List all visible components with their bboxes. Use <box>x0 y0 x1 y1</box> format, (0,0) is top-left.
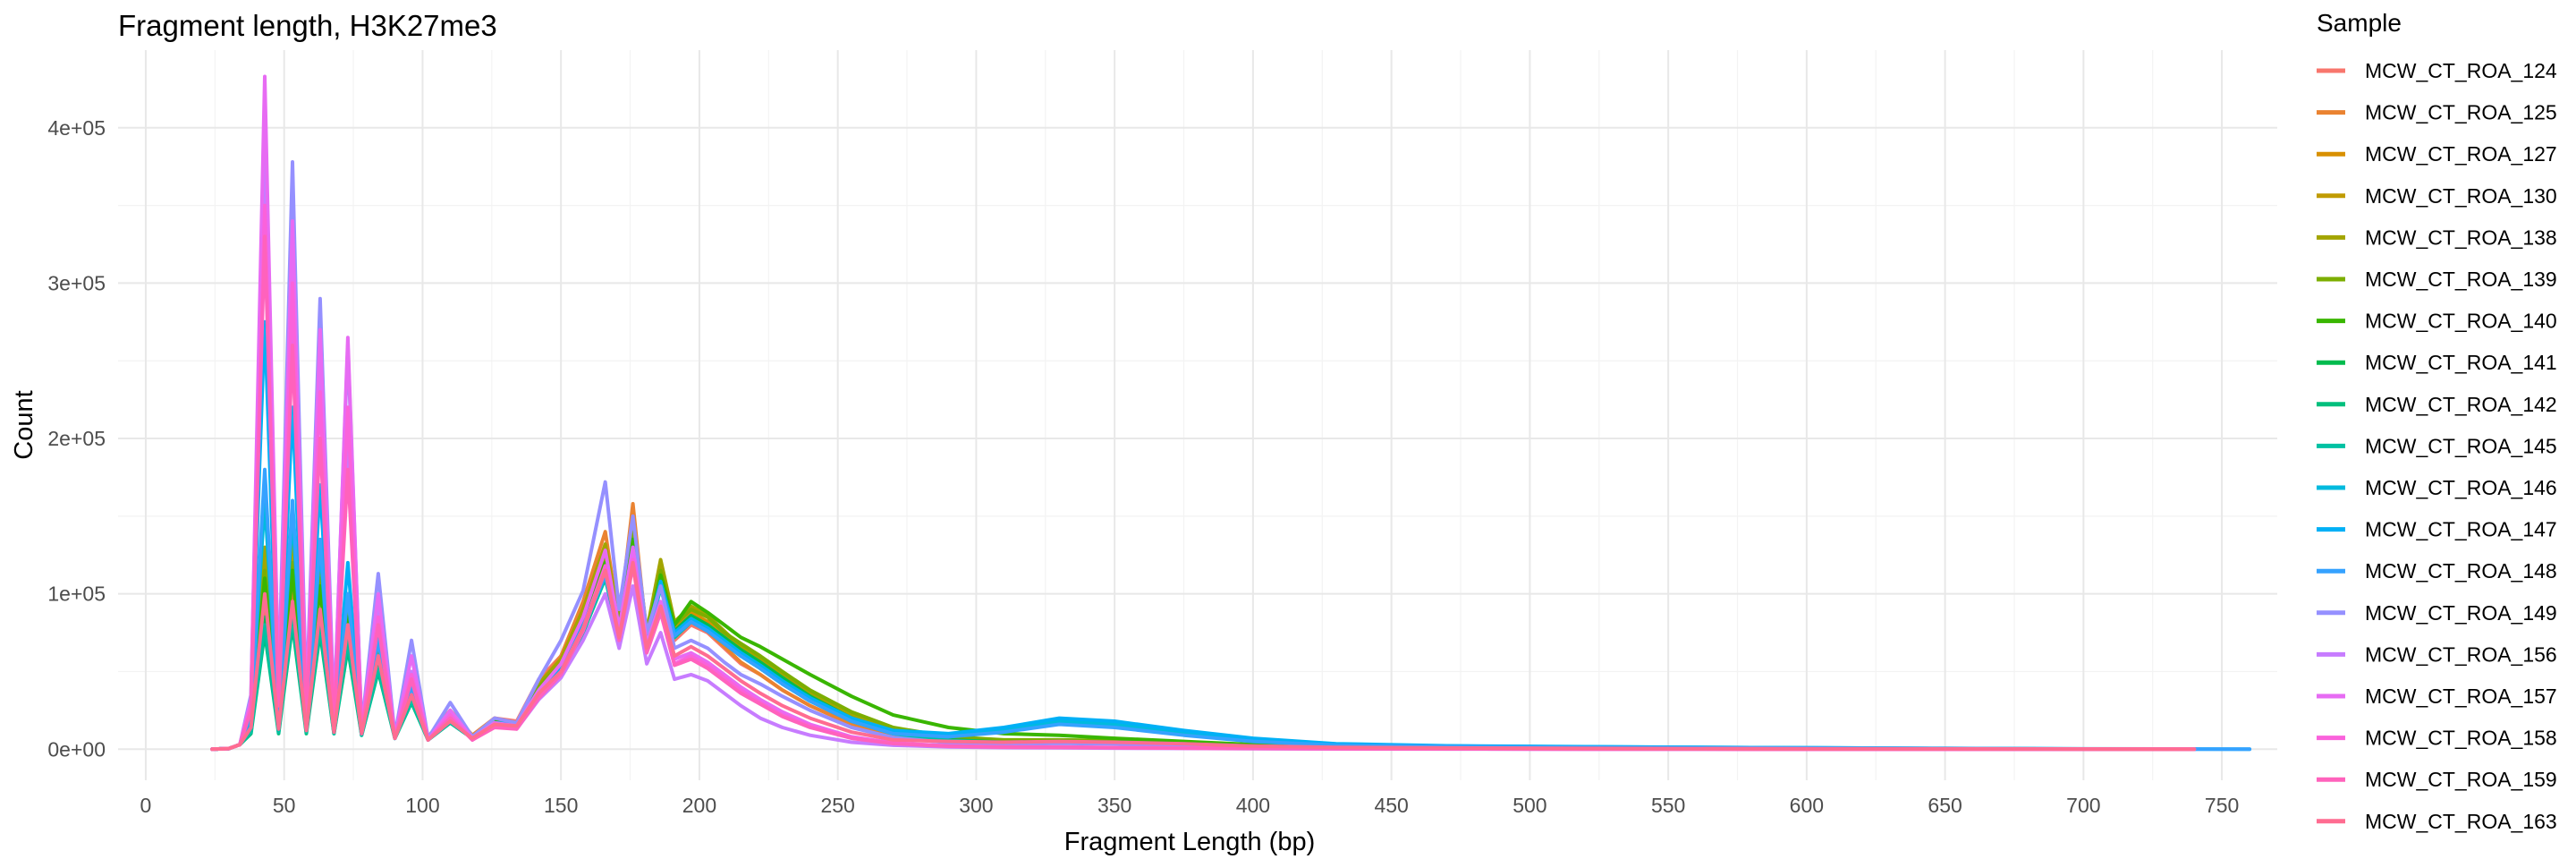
legend-label: MCW_CT_ROA_149 <box>2365 601 2557 625</box>
legend-title: Sample <box>2317 9 2402 37</box>
series-line-MCW_CT_ROA_125 <box>210 502 2197 752</box>
legend-label: MCW_CT_ROA_138 <box>2365 225 2557 249</box>
legend-label: MCW_CT_ROA_142 <box>2365 393 2557 416</box>
legend-label: MCW_CT_ROA_148 <box>2365 559 2557 583</box>
x-tick-label: 600 <box>1790 794 1824 817</box>
x-tick-label: 250 <box>820 794 854 817</box>
legend-items: MCW_CT_ROA_124 MCW_CT_ROA_125 MCW_CT_ROA_1… <box>2317 59 2557 833</box>
legend-label: MCW_CT_ROA_147 <box>2365 518 2557 541</box>
x-tick-label: 700 <box>2066 794 2100 817</box>
legend-label: MCW_CT_ROA_139 <box>2365 268 2557 291</box>
legend-label: MCW_CT_ROA_163 <box>2365 810 2557 833</box>
series-line-MCW_CT_ROA_139 <box>210 530 2197 752</box>
series-line-MCW_CT_ROA_130 <box>210 522 2197 752</box>
y-tick-label: 4e+05 <box>47 116 106 140</box>
series-line-MCW_CT_ROA_127 <box>210 530 2197 752</box>
x-axis-title: Fragment Length (bp) <box>1064 828 1315 856</box>
x-axis-ticks: 0 50 100 150 200 250 300 350 400 450 500 550 600 650 7… <box>140 794 2240 817</box>
legend-label: MCW_CT_ROA_141 <box>2365 351 2557 374</box>
x-tick-label: 300 <box>959 794 993 817</box>
legend: Sample MCW_CT_ROA_124MCW_CT_ROA_125MCW_C… <box>2317 9 2557 833</box>
x-tick-label: 750 <box>2205 794 2239 817</box>
y-tick-label: 1e+05 <box>47 583 106 606</box>
y-tick-label: 2e+05 <box>47 427 106 450</box>
y-tick-label: 3e+05 <box>47 271 106 294</box>
series-line-MCW_CT_ROA_138 <box>210 517 2197 752</box>
series-line-MCW_CT_ROA_140 <box>210 537 2197 752</box>
y-axis-ticks: 0e+00 1e+05 2e+05 3e+05 4e+05 <box>47 116 106 761</box>
y-tick-label: 0e+00 <box>47 737 106 761</box>
x-tick-label: 100 <box>405 794 439 817</box>
x-tick-label: 450 <box>1374 794 1408 817</box>
legend-label: MCW_CT_ROA_125 <box>2365 101 2557 124</box>
series-line-MCW_CT_ROA_148 <box>210 467 2252 752</box>
series-line-MCW_CT_ROA_146 <box>210 498 2197 752</box>
legend-label: MCW_CT_ROA_127 <box>2365 142 2557 166</box>
legend-label: MCW_CT_ROA_157 <box>2365 685 2557 708</box>
series-line-MCW_CT_ROA_124 <box>210 514 2197 752</box>
x-tick-label: 350 <box>1097 794 1131 817</box>
series-line-MCW_CT_ROA_156 <box>210 157 2197 752</box>
legend-label: MCW_CT_ROA_145 <box>2365 434 2557 457</box>
chart-title: Fragment length, H3K27me3 <box>118 9 497 42</box>
x-tick-label: 400 <box>1236 794 1270 817</box>
series-line-MCW_CT_ROA_159 <box>210 234 2197 752</box>
legend-label: MCW_CT_ROA_158 <box>2365 727 2557 750</box>
series-line-MCW_CT_ROA_158 <box>210 203 2197 752</box>
x-tick-label: 150 <box>544 794 578 817</box>
legend-label: MCW_CT_ROA_124 <box>2365 59 2557 82</box>
legend-label: MCW_CT_ROA_146 <box>2365 476 2557 499</box>
series-line-MCW_CT_ROA_147 <box>210 319 2252 752</box>
x-tick-label: 650 <box>1928 794 1962 817</box>
x-tick-label: 500 <box>1513 794 1546 817</box>
x-tick-label: 50 <box>273 794 296 817</box>
x-tick-label: 200 <box>682 794 716 817</box>
legend-label: MCW_CT_ROA_156 <box>2365 642 2557 666</box>
series-line-MCW_CT_ROA_157 <box>210 74 2197 752</box>
y-axis-title: Count <box>10 390 38 459</box>
x-tick-label: 550 <box>1651 794 1685 817</box>
x-tick-label: 0 <box>140 794 152 817</box>
grid <box>118 50 2277 780</box>
plot-series <box>210 74 2252 752</box>
legend-label: MCW_CT_ROA_159 <box>2365 768 2557 791</box>
legend-label: MCW_CT_ROA_130 <box>2365 184 2557 208</box>
series-line-MCW_CT_ROA_163 <box>210 560 2197 752</box>
legend-label: MCW_CT_ROA_140 <box>2365 310 2557 333</box>
